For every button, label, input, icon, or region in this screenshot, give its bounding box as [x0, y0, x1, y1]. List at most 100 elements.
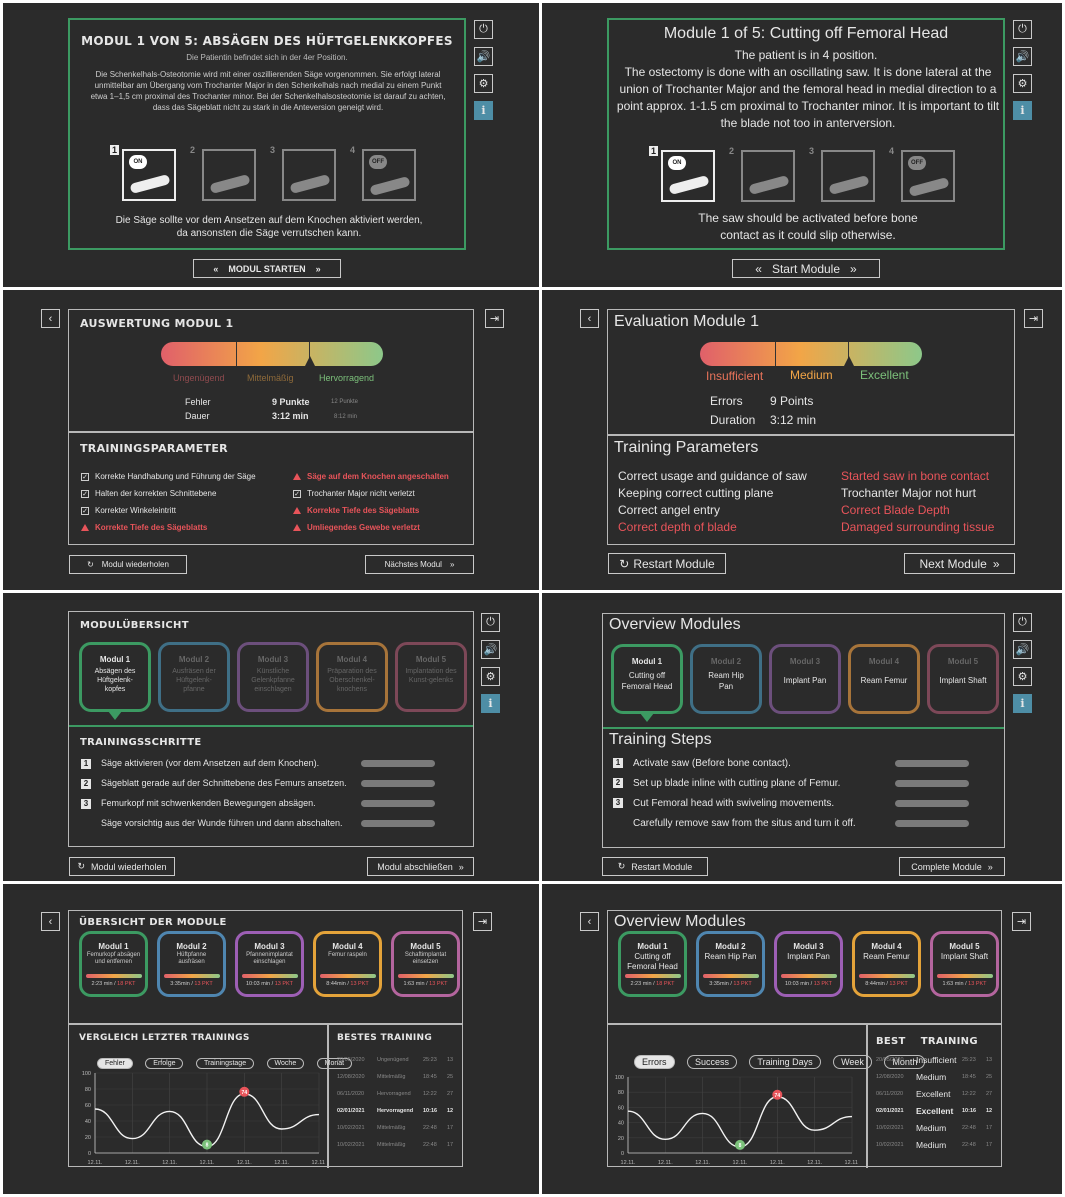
step-4-saw-off: 4 OFF	[889, 146, 955, 206]
module-tile-3[interactable]: Modul 3 Implant Pan 10:03 min / 13 PKT	[774, 931, 843, 997]
module-tile-1[interactable]: Modul 1 Cutting off Femoral Head	[611, 644, 683, 714]
divider-vertical	[327, 1023, 329, 1168]
repeat-module-button[interactable]: ↻ Modul wiederholen	[69, 857, 175, 876]
module-stats: 3:35min / 13 PKT	[699, 981, 762, 987]
chevron-left-icon[interactable]: ‹	[41, 309, 60, 328]
power-icon[interactable]: ⏻	[1013, 20, 1032, 39]
power-icon[interactable]: ⏻	[1013, 613, 1032, 632]
module-tile-4[interactable]: Modul 4 Präparation des Oberschenkel-kno…	[316, 642, 388, 712]
module-tile-3[interactable]: Modul 3 Pfannenimplantat einschlagen 10:03…	[235, 931, 304, 997]
filter-week[interactable]: Woche	[266, 1058, 305, 1069]
off-label: OFF	[369, 155, 387, 169]
power-icon[interactable]: ⏻	[474, 20, 493, 39]
y-tick-label: 40	[85, 1119, 91, 1125]
filter-month[interactable]: Month	[884, 1055, 926, 1069]
module-stats: 8:44min / 13 PKT	[316, 981, 379, 987]
panel-module-overview-de: MODULÜBERSICHT Modul 1 Absägen des Hüftg…	[3, 593, 539, 881]
module-tile-2[interactable]: Modul 2 Ream Hip Pan	[690, 644, 762, 714]
gear-icon[interactable]: ⚙	[1013, 74, 1032, 93]
filter-success[interactable]: Erfolge	[145, 1058, 184, 1069]
exit-icon[interactable]: ⇥	[1012, 912, 1031, 931]
best-training-rating: Hervorragend	[377, 1108, 414, 1114]
stats-separator: /	[112, 981, 118, 987]
start-module-button[interactable]: « MODUL STARTEN »	[193, 259, 341, 278]
info-icon[interactable]: i	[481, 694, 500, 713]
cut-icon	[821, 150, 875, 202]
module-tile-5[interactable]: Modul 5 Implant Shaft 1:63 min / 13 PKT	[930, 931, 999, 997]
module-tile-4[interactable]: Modul 4 Ream Femur 8:44min / 13 PKT	[852, 931, 921, 997]
module-tile-5[interactable]: Modul 5 Implantation des Kunst-gelenks	[395, 642, 467, 712]
step-progress-bar	[361, 800, 435, 807]
next-module-button[interactable]: Nächstes Modul »	[365, 555, 474, 574]
info-icon[interactable]: i	[1013, 694, 1032, 713]
training-step: Carefully remove saw from the situs and …	[633, 818, 856, 829]
chart-filters: Fehler Erfolge Trainingstage Woche Monat	[97, 1052, 360, 1070]
info-icon[interactable]: i	[1013, 101, 1032, 120]
module-name: Modul 4	[332, 942, 363, 951]
speaker-icon[interactable]: 🔊	[1013, 47, 1032, 66]
exit-icon[interactable]: ⇥	[485, 309, 504, 328]
module-tile-1[interactable]: Modul 1 Femurkopf absägen und entfernen 2:…	[79, 931, 148, 997]
speaker-icon[interactable]: 🔊	[1013, 640, 1032, 659]
module-tile-3[interactable]: Modul 3 Implant Pan	[769, 644, 841, 714]
restart-module-button[interactable]: ↻ Restart Module	[608, 553, 726, 574]
param-item: Korrekte Tiefe des Sägeblatts	[81, 519, 256, 536]
info-icon[interactable]: i	[474, 101, 493, 120]
module-stats: 10:03 min / 13 PKT	[777, 981, 840, 987]
gear-icon[interactable]: ⚙	[481, 667, 500, 686]
module-tile-5[interactable]: Modul 5 Implant Shaft	[927, 644, 999, 714]
module-tile-5[interactable]: Modul 5 Schaftimplantat einsetzen 1:63 min…	[391, 931, 460, 997]
filter-success[interactable]: Success	[686, 1055, 737, 1069]
module-tile-2[interactable]: Modul 2 Ream Hip Pan 3:35min / 13 PKT	[696, 931, 765, 997]
restart-module-button[interactable]: ↻ Restart Module	[602, 857, 708, 876]
start-module-button[interactable]: « Start Module »	[732, 259, 880, 278]
best-training-time: 12:22	[423, 1091, 437, 1097]
duration-label: Dauer	[185, 411, 210, 421]
gradient-tick-2	[848, 342, 849, 366]
best-training-time: 25:23	[423, 1057, 437, 1063]
filter-week[interactable]: Week	[833, 1055, 872, 1069]
step-number: 2	[81, 778, 91, 789]
chevron-left-icon[interactable]: ‹	[580, 309, 599, 328]
module-tile-4[interactable]: Modul 4 Ream Femur	[848, 644, 920, 714]
gear-icon[interactable]: ⚙	[1013, 667, 1032, 686]
off-label: OFF	[908, 156, 926, 170]
step-number: 3	[809, 146, 815, 156]
next-module-button[interactable]: Next Module »	[904, 553, 1015, 574]
filter-training-days[interactable]: Trainingstage	[195, 1058, 255, 1069]
x-tick-label: 12.11.	[88, 1160, 103, 1166]
module-name: Modul 1	[98, 942, 129, 951]
complete-module-button[interactable]: Modul abschließen »	[367, 857, 474, 876]
exit-icon[interactable]: ⇥	[1024, 309, 1043, 328]
step-progress-bar	[895, 800, 969, 807]
best-training-n: 13	[447, 1057, 454, 1063]
gear-icon[interactable]: ⚙	[474, 74, 493, 93]
module-stats: 10:03 min / 13 PKT	[238, 981, 301, 987]
complete-module-button[interactable]: Complete Module »	[899, 857, 1005, 876]
speaker-icon[interactable]: 🔊	[481, 640, 500, 659]
repeat-module-button[interactable]: ↻ Modul wiederholen	[69, 555, 187, 574]
active-tile-pointer	[108, 711, 122, 720]
data-point-marker	[239, 1086, 250, 1097]
intro-card: Module 1 of 5: Cutting off Femoral Head …	[607, 18, 1005, 250]
filter-errors[interactable]: Fehler	[97, 1058, 133, 1069]
module-tile-2[interactable]: Modul 2 Ausfräsen der Hüftgelenk-pfanne	[158, 642, 230, 712]
chevron-left-icon[interactable]: ‹	[580, 912, 599, 931]
speaker-icon[interactable]: 🔊	[474, 47, 493, 66]
y-tick-label: 40	[618, 1121, 624, 1127]
exit-icon[interactable]: ⇥	[473, 912, 492, 931]
filter-training-days[interactable]: Training Days	[749, 1055, 821, 1069]
power-icon[interactable]: ⏻	[481, 613, 500, 632]
module-tile-3[interactable]: Modul 3 Künstliche Gelenkpfanne einschla…	[237, 642, 309, 712]
module-tile-1[interactable]: Modul 1 Cutting off Femoral Head 2:23 min …	[618, 931, 687, 997]
module-tile-4[interactable]: Modul 4 Femur raspeln 8:44min / 13 PKT	[313, 931, 382, 997]
filter-month[interactable]: Monat	[316, 1058, 353, 1069]
module-tile-2[interactable]: Modul 2 Hüftpfanne ausfräsen 3:35min / 13 …	[157, 931, 226, 997]
saw-on-icon: ON	[122, 149, 176, 201]
param-item: Säge auf dem Knochen angeschalten	[293, 468, 449, 485]
chevron-left-icon[interactable]: ‹	[41, 912, 60, 931]
module-tile-1[interactable]: Modul 1 Absägen des Hüftgelenk-kopfes	[79, 642, 151, 712]
module-desc: Ream Hip Pan	[708, 671, 744, 691]
filter-errors[interactable]: Errors	[634, 1055, 675, 1069]
data-point-label: 74	[775, 1093, 781, 1099]
